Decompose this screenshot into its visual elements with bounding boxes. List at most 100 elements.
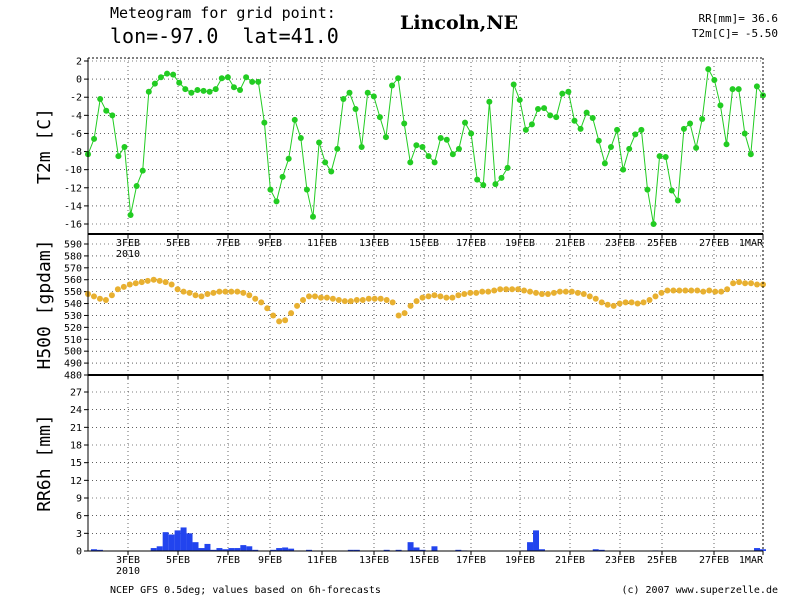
t2m-point	[164, 70, 171, 77]
rr6h-bar	[353, 549, 360, 551]
h500-point	[162, 279, 169, 286]
h500-point	[527, 288, 534, 295]
t2m-point	[376, 114, 383, 121]
y-tick-label: -12	[64, 183, 82, 194]
x-tick-label: 3FEB	[116, 238, 140, 249]
t2m-point	[632, 131, 639, 138]
h500-point	[586, 293, 593, 300]
h500-point	[622, 299, 629, 306]
t2m-point	[243, 74, 250, 81]
t2m-point	[547, 112, 554, 119]
h500-point	[646, 296, 653, 303]
h500-point	[300, 296, 307, 303]
t2m-point	[504, 164, 511, 171]
h500-point	[628, 299, 635, 306]
rr6h-bar	[234, 548, 241, 551]
rr6h-bar	[282, 547, 289, 551]
x-tick-label: 21FEB	[555, 555, 585, 566]
h500-point	[264, 305, 271, 312]
h500-point	[640, 299, 647, 306]
y-tick-label: 12	[70, 476, 82, 487]
y-tick-label: 6	[76, 511, 82, 522]
x-tick-label: 15FEB	[409, 555, 439, 566]
t2m-point	[352, 105, 359, 112]
t2m-point	[413, 142, 420, 149]
h500-point	[282, 317, 289, 324]
t2m-point	[662, 153, 669, 160]
t2m-point	[559, 90, 566, 97]
x-tick-label: 1MAR	[739, 238, 764, 249]
t2m-point	[437, 134, 444, 141]
t2m-point	[285, 155, 292, 162]
rr6h-bar	[96, 549, 103, 551]
t2m-point	[115, 153, 122, 160]
h500-point	[323, 294, 330, 301]
h500-point	[317, 294, 324, 301]
h500-point	[425, 293, 432, 300]
t2m-point	[747, 151, 754, 158]
x-tick-label: 27FEB	[699, 238, 729, 249]
y-tick-label: 490	[64, 359, 82, 370]
rr6h-bar	[246, 546, 253, 551]
y-tick-label: 550	[64, 287, 82, 298]
h500-point	[252, 295, 259, 302]
rr6h-bar	[90, 549, 97, 551]
t2m-point	[127, 211, 134, 218]
h500-point	[443, 294, 450, 301]
t2m-point	[674, 197, 681, 204]
t2m-point	[279, 173, 286, 180]
t2m-point	[334, 145, 341, 152]
x-tick-label: 17FEB	[456, 238, 486, 249]
x-tick-label: 19FEB	[505, 555, 535, 566]
t2m-point	[139, 167, 146, 174]
panel-rr6h: 27 24 21 18 15 12 9 6 3 0 3FEB 5FEB 7FEB 9FEB 11FEB 13F…	[34, 375, 766, 577]
h500-point	[521, 287, 528, 294]
t2m-point	[370, 93, 377, 100]
rr6h-bar	[431, 546, 438, 551]
t2m-point	[267, 186, 274, 193]
h500-point	[186, 289, 193, 296]
t2m-point	[297, 134, 304, 141]
y-tick-label: 3	[76, 529, 82, 540]
rr6h-bar	[192, 542, 199, 551]
h500-point	[610, 302, 617, 309]
t2m-point	[182, 86, 189, 93]
y-tick-label: 530	[64, 311, 82, 322]
t2m-point	[650, 221, 657, 227]
panel-t2m: 2 0 -2 -4 -6 -8 -10 -12 -14 -16 3FEB 5FEB 7FEB 9FEB 11…	[34, 57, 766, 260]
t2m-point	[346, 89, 353, 96]
t2m-point	[151, 80, 158, 87]
t2m-point	[693, 144, 700, 151]
rr6h-bar	[150, 548, 157, 551]
t2m-point	[206, 88, 213, 95]
t2m-point	[431, 159, 438, 166]
h500-point	[306, 293, 313, 300]
meteogram-title-line1: Meteogram for grid point:	[110, 4, 336, 22]
y-tick-label: -4	[70, 111, 82, 122]
h500-point	[413, 298, 420, 305]
h500-point	[132, 280, 139, 287]
rr6h-bar	[592, 549, 599, 551]
x-tick-label: 23FEB	[605, 555, 635, 566]
t2m-point	[170, 71, 177, 78]
h500-point	[288, 310, 295, 317]
t2m-point	[310, 213, 316, 220]
h500-point	[168, 281, 175, 288]
t2m-point	[644, 186, 651, 193]
x-tick-label: 25FEB	[647, 555, 677, 566]
t2m-point	[516, 96, 523, 103]
rr6h-bar	[198, 548, 205, 551]
h500-point	[240, 289, 247, 296]
t2m-point	[723, 141, 730, 148]
y-tick-label: 18	[70, 441, 82, 452]
t2m-point	[188, 89, 195, 96]
h500-point	[102, 296, 109, 303]
t2m-point	[474, 176, 481, 183]
h500-point	[407, 302, 414, 309]
rr6h-bar	[156, 546, 163, 551]
y-tick-label: 15	[70, 458, 82, 469]
h500-point	[234, 288, 241, 295]
h500-point	[604, 301, 611, 308]
h500-point	[544, 291, 551, 298]
rr6h-bar	[204, 543, 211, 551]
